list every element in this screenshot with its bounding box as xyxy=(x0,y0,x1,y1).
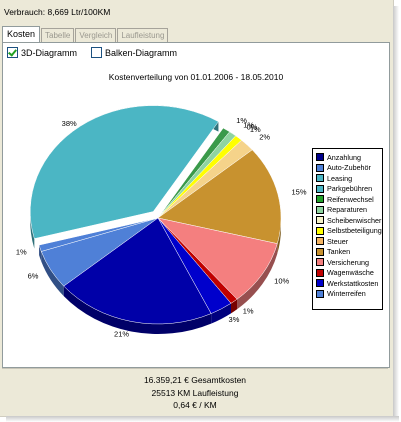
legend-item: Wagenwäsche xyxy=(316,268,382,279)
legend-label: Werkstattkosten xyxy=(327,278,379,288)
pie-slice-label: 1% xyxy=(236,116,247,125)
legend-label: Reifenwechsel xyxy=(327,194,374,204)
tab-tabelle[interactable]: Tabelle xyxy=(41,28,75,42)
pie-slice-side xyxy=(41,251,64,297)
tab-vergleich[interactable]: Vergleich xyxy=(75,28,117,42)
pie-slice-side xyxy=(39,245,42,262)
legend-swatch xyxy=(316,237,324,246)
pie-slice-label: 1% xyxy=(250,125,261,134)
legend-label: Tanken xyxy=(327,247,351,257)
pie-slice-side xyxy=(211,303,231,324)
tab-laufleistung[interactable]: Laufleistung xyxy=(117,28,169,42)
legend-item: Reparaturen xyxy=(316,205,382,216)
legend-item: Reifenwechsel xyxy=(316,194,382,205)
tab-kosten[interactable]: Kosten xyxy=(2,26,41,42)
option-bar[interactable]: Balken-Diagramm xyxy=(91,47,177,58)
legend-label: Winterreifen xyxy=(327,289,366,299)
consumption-status: Verbrauch: 8,669 Ltr/100KM xyxy=(4,7,111,17)
chart-options: 3D-Diagramm Balken-Diagramm xyxy=(7,47,177,58)
legend-swatch xyxy=(316,247,324,256)
pie-slice xyxy=(30,105,219,239)
legend-swatch xyxy=(316,226,324,235)
legend-item: Tanken xyxy=(316,247,382,258)
checkbox-bar[interactable] xyxy=(91,47,103,58)
tab-bar: Kosten Tabelle Vergleich Laufleistung xyxy=(2,26,169,42)
pie-slice-label: 21% xyxy=(114,329,129,338)
window-shadow-right xyxy=(393,6,399,418)
pie-slice-side xyxy=(63,286,212,334)
legend-swatch xyxy=(316,289,324,298)
pie-slice-side xyxy=(237,243,278,310)
pie-slice xyxy=(157,149,282,244)
pie-slice-label: 1% xyxy=(243,120,254,129)
chart-title: Kostenverteilung von 01.01.2006 - 18.05.… xyxy=(108,72,284,82)
option-bar-label: Balken-Diagramm xyxy=(105,47,178,58)
pie-chart: 6%1%38% 1%1%0%1%2%15%10%1%3%21% xyxy=(16,105,307,338)
summary-footer: 16.359,21 € Gesamtkosten 25513 KM Laufle… xyxy=(2,368,388,414)
option-3d[interactable]: 3D-Diagramm xyxy=(7,47,77,58)
legend-swatch xyxy=(316,153,324,162)
legend-item: Parkgebühren xyxy=(316,184,382,195)
window-shadow-bottom xyxy=(6,416,399,422)
legend-swatch xyxy=(316,174,324,183)
pie-slice-label: 38% xyxy=(62,119,77,128)
legend-label: Anzahlung xyxy=(327,152,361,162)
option-3d-label: 3D-Diagramm xyxy=(21,47,78,58)
legend-swatch xyxy=(316,258,324,267)
legend-swatch xyxy=(316,163,324,172)
legend-item: Winterreifen xyxy=(316,289,382,300)
legend-label: Parkgebühren xyxy=(327,184,373,194)
legend-label: Wagenwäsche xyxy=(327,268,374,278)
checkbox-3d[interactable] xyxy=(7,47,18,58)
legend-swatch xyxy=(316,279,324,288)
pie-slice-label: 6% xyxy=(28,272,39,281)
legend-item: Versicherung xyxy=(316,257,382,268)
pie-slice-label: 15% xyxy=(291,187,306,196)
total-mileage: 25513 KM Laufleistung xyxy=(151,388,239,398)
cost-per-km: 0,64 € / KM xyxy=(173,400,217,410)
legend-label: Selbstbeteiligung xyxy=(327,226,382,236)
legend-swatch xyxy=(316,268,324,277)
pie-slice-label: 10% xyxy=(274,277,289,286)
legend-item: Auto-Zubehör xyxy=(316,163,382,174)
legend-label: Steuer xyxy=(327,236,349,246)
legend-swatch xyxy=(316,184,324,193)
pie-slice-label: 2% xyxy=(259,133,270,142)
legend-item: Leasing xyxy=(316,173,382,184)
pie-slice-label: 0% xyxy=(247,123,258,132)
legend-swatch xyxy=(316,216,324,225)
legend-item: Werkstattkosten xyxy=(316,278,382,289)
legend-label: Reparaturen xyxy=(327,205,367,215)
legend-item: Selbstbeteiligung xyxy=(316,226,382,237)
pie-slice-side xyxy=(230,299,238,314)
pie-slice-label: 3% xyxy=(229,315,240,324)
pie-slice xyxy=(63,217,212,325)
pie-slice xyxy=(157,217,278,300)
legend-swatch xyxy=(316,205,324,214)
pie-slice-label: 1% xyxy=(243,307,254,316)
legend-label: Auto-Zubehör xyxy=(327,163,371,173)
legend-label: Scheibenwischer xyxy=(327,215,382,225)
legend-label: Versicherung xyxy=(327,257,369,267)
legend-item: Steuer xyxy=(316,236,382,247)
app-window: Verbrauch: 8,669 Ltr/100KM Kosten Tabell… xyxy=(0,0,394,417)
pie-slice xyxy=(38,217,159,252)
chart-panel: 3D-Diagramm Balken-Diagramm Kostenvertei… xyxy=(2,42,390,368)
legend-item: Scheibenwischer xyxy=(316,215,382,226)
total-costs: 16.359,21 € Gesamtkosten xyxy=(143,375,247,385)
legend-item: Anzahlung xyxy=(316,152,382,163)
legend-swatch xyxy=(316,195,324,204)
legend-label: Leasing xyxy=(327,173,353,183)
pie-slice-label: 1% xyxy=(16,248,27,257)
chart-legend: Anzahlung Auto-Zubehör Leasing Parkgebühren… xyxy=(312,148,383,310)
